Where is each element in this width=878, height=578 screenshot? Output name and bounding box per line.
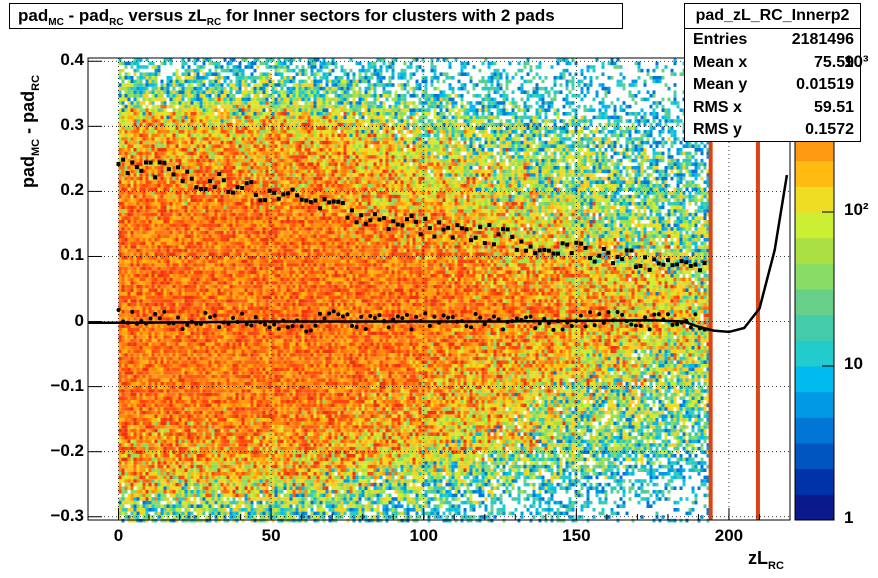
y-tick-label-5: 0.2 [32, 180, 84, 200]
y-tick-label-3: 0 [32, 311, 84, 331]
colorbar-label-3: 10³ [844, 52, 869, 72]
x-tick-label-0: 0 [104, 526, 134, 546]
edge-band-0 [708, 58, 713, 520]
colorbar-swatch-6 [795, 340, 834, 367]
colorbar-swatch-2 [795, 443, 834, 470]
colorbar-swatch-10 [795, 237, 834, 264]
stats-row-mean-x: Mean x 75.59 [685, 52, 860, 75]
x-tick-label-1: 50 [256, 526, 286, 546]
y-tick-label-6: 0.3 [32, 115, 84, 135]
x-axis-label: zLRC [748, 548, 784, 572]
y-tick-label-1: −0.2 [32, 441, 84, 461]
stats-row-rms-x: RMS x 59.51 [685, 97, 860, 120]
colorbar-swatch-7 [795, 314, 834, 341]
colorbar-swatch-3 [795, 417, 834, 444]
stats-row-mean-y: Mean y 0.01519 [685, 74, 860, 97]
stats-name: pad_zL_RC_Innerp2 [685, 4, 860, 29]
heatmap-cells [118, 58, 713, 523]
y-tick-label-7: 0.4 [32, 50, 84, 70]
x-tick-label-4: 200 [714, 526, 744, 546]
colorbar-swatch-4 [795, 391, 834, 418]
colorbar-swatch-11 [795, 212, 834, 239]
x-tick-label-2: 100 [409, 526, 439, 546]
colorbar-swatch-13 [795, 160, 834, 187]
stats-row-rms-y: RMS y 0.1572 [685, 119, 860, 142]
plot-frame [87, 57, 791, 521]
chart-title: padMC - padRC versus zLRC for Inner sect… [9, 3, 623, 29]
colorbar-swatch-12 [795, 186, 834, 213]
y-tick-label-0: −0.3 [32, 506, 84, 526]
x-tick-label-3: 150 [561, 526, 591, 546]
colorbar-label-2: 10² [844, 200, 869, 220]
stats-row-entries: Entries 2181496 [685, 29, 860, 52]
colorbar-swatch-0 [795, 494, 834, 521]
colorbar-label-0: 1 [844, 508, 853, 528]
edge-band-1 [755, 58, 760, 520]
colorbar-swatch-1 [795, 468, 834, 495]
y-tick-label-4: 0.1 [32, 245, 84, 265]
colorbar-swatch-5 [795, 366, 834, 393]
fit-curve [88, 174, 789, 334]
y-tick-label-2: −0.1 [32, 376, 84, 396]
colorbar-swatch-9 [795, 263, 834, 290]
colorbar-swatch-8 [795, 289, 834, 316]
colorbar-label-1: 10 [844, 354, 863, 374]
series-upper [116, 157, 707, 273]
